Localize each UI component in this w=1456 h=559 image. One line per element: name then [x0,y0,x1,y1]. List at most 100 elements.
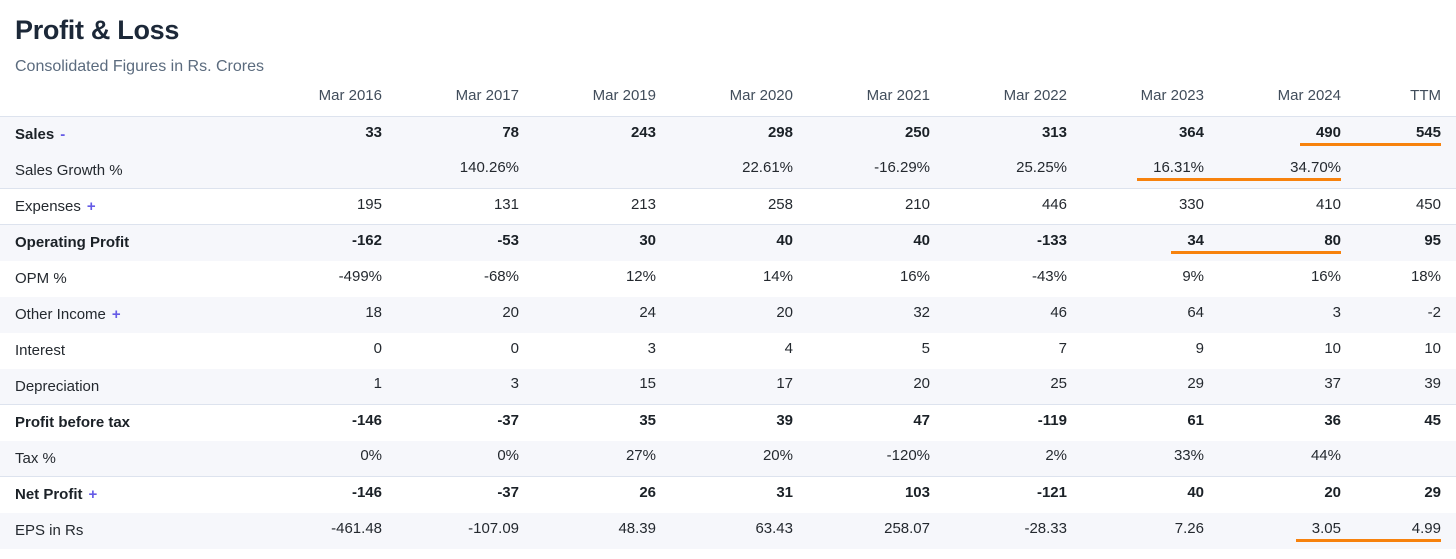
cell-value: 545 [1341,124,1441,146]
cell-value: -107.09 [468,519,519,537]
expand-toggle-icon[interactable]: + [86,198,96,215]
cell: 330 [1067,188,1204,225]
cell: 313 [930,117,1067,153]
cell: 0% [245,440,382,477]
cell-value: -37 [497,411,519,429]
cell-value: 10 [1424,339,1441,357]
cell-value: 131 [493,195,519,213]
cell: 1 [245,368,382,405]
cell: 16.31% [1067,152,1204,189]
cell-value: 5 [921,339,930,357]
cell: 34.70% [1204,152,1341,189]
cell: 30 [519,225,656,261]
cell: 298 [656,117,793,153]
cell-value: 35 [639,411,656,429]
row-label-depreciation: Depreciation [15,378,99,395]
row-label-cell: Tax % [0,440,245,477]
cell: -107.09 [382,513,519,549]
row-label-cell: Other Income + [0,297,245,333]
row-depreciation: Depreciation 1 3 15 17 20 25 29 37 39 [0,368,1456,405]
cell-value: -121 [1036,483,1067,501]
cell-value: 40 [1187,483,1204,501]
cell: 450 [1341,188,1456,225]
cell: 20 [1204,477,1341,513]
cell-value: 33% [1173,447,1204,465]
expand-toggle-icon[interactable]: + [88,486,98,504]
cell: 33 [245,117,382,153]
cell: 210 [793,188,930,225]
cell: 213 [519,188,656,225]
cell-value: 25 [1050,375,1067,393]
cell-value: 64 [1187,303,1204,321]
cell: 18 [245,297,382,333]
column-header: Mar 2024 [1204,81,1341,117]
expand-toggle-icon[interactable]: + [111,306,121,323]
cell-value: 40 [913,231,930,249]
column-header: Mar 2019 [519,81,656,117]
row-label-text: Tax % [15,449,56,467]
column-header-row: Mar 2016 Mar 2017 Mar 2019 Mar 2020 Mar 2021… [0,81,1456,117]
row-label-cell: Depreciation [0,368,245,405]
cell-value: 258 [767,195,793,213]
row-opm: OPM % -499% -68% 12% 14% 16% -43% 9% 16% 18% [0,261,1456,297]
cell: 31 [656,477,793,513]
row-tax: Tax % 0% 0% 27% 20% -120% 2% 33% 44% [0,440,1456,477]
cell-value: 95 [1424,231,1441,249]
cell: 20 [793,368,930,405]
cell: 34 [1067,225,1204,261]
cell: 45 [1341,405,1456,441]
cell-value: 20 [1324,483,1341,501]
cell-value: 210 [904,195,930,213]
cell-value: 0 [510,339,519,357]
section-header: Profit & Loss Consolidated Figures in Rs… [0,0,1456,76]
row-label-text: Expenses [15,198,81,215]
cell: 44% [1204,440,1341,477]
cell-value: 195 [356,195,382,213]
row-profit-before-tax: Profit before tax -146 -37 35 39 47 -119 61 36 45 [0,405,1456,441]
cell-value: 36 [1324,411,1341,429]
cell-value: 80 [1204,232,1341,254]
cell-value: -146 [351,483,382,501]
cell [245,152,382,189]
cell-value: -146 [351,411,382,429]
row-label-sales[interactable]: Sales - [15,126,65,143]
cell-value: 330 [1178,195,1204,213]
row-other-income: Other Income +18 20 24 20 32 46 64 3 -2 [0,296,1456,333]
cell: 39 [1341,368,1456,405]
collapse-toggle-icon[interactable]: - [60,126,66,144]
row-label-cell: EPS in Rs [0,513,245,549]
cell: -28.33 [930,513,1067,549]
cell-value: 446 [1041,195,1067,213]
cell: 0% [382,440,519,477]
cell: 9 [1067,333,1204,369]
row-label-text: Interest [15,342,66,359]
row-label-net-profit[interactable]: Net Profit + [15,486,97,503]
cell-value: 18 [365,303,382,321]
cell: 16% [793,261,930,297]
row-label-other-income[interactable]: Other Income + [15,306,121,323]
row-label-text: OPM % [15,270,67,287]
cell-value: -162 [351,231,382,249]
cell: 3 [519,333,656,369]
row-label-cell: Sales - [0,117,245,153]
cell-value: 4 [784,339,793,357]
row-label-text: Net Profit [15,486,83,504]
cell-value: 33 [365,123,382,141]
row-label-text: Operating Profit [15,234,130,252]
cell-value: 29 [1424,483,1441,501]
cell: 545 [1341,117,1456,153]
cell-value: 0% [360,447,382,465]
cell: 78 [382,117,519,153]
row-label-cell: Profit before tax [0,405,245,441]
cell [1341,152,1456,189]
cell: 9% [1067,261,1204,297]
row-label-cell: Operating Profit [0,225,245,261]
cell: 48.39 [519,513,656,549]
cell-value: 32 [913,303,930,321]
row-label-expenses[interactable]: Expenses + [15,198,96,215]
cell: 131 [382,188,519,225]
cell-value: 20 [502,303,519,321]
cell [519,152,656,189]
cell-value: 9 [1195,339,1204,357]
row-sales: Sales - 33 78 243 298 250 313 364 490 545 [0,116,1456,153]
